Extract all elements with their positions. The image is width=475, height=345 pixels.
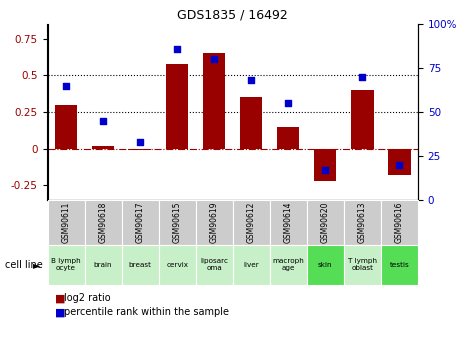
Point <box>247 78 255 83</box>
Bar <box>307 200 344 245</box>
Text: GSM90613: GSM90613 <box>358 202 367 243</box>
Point <box>396 162 403 168</box>
Bar <box>277 127 299 149</box>
Point <box>99 118 107 124</box>
Bar <box>196 245 233 285</box>
Point <box>210 57 218 62</box>
Text: breast: breast <box>129 262 152 268</box>
Text: GSM90616: GSM90616 <box>395 202 404 243</box>
Bar <box>389 149 410 175</box>
Bar <box>92 146 114 149</box>
Text: ■: ■ <box>55 294 65 303</box>
Bar <box>314 149 336 181</box>
Bar <box>166 64 188 149</box>
Title: GDS1835 / 16492: GDS1835 / 16492 <box>177 9 288 22</box>
Text: GSM90619: GSM90619 <box>210 202 218 243</box>
Text: GSM90618: GSM90618 <box>99 202 107 243</box>
Bar <box>48 200 85 245</box>
Text: log2 ratio: log2 ratio <box>64 294 111 303</box>
Text: ■: ■ <box>55 307 65 317</box>
Bar <box>233 245 270 285</box>
Text: B lymph
ocyte: B lymph ocyte <box>51 258 81 271</box>
Bar <box>159 200 196 245</box>
Point <box>136 139 144 145</box>
Text: GSM90620: GSM90620 <box>321 202 330 243</box>
Text: brain: brain <box>94 262 112 268</box>
Bar <box>122 245 159 285</box>
Bar <box>352 90 373 149</box>
Text: cervix: cervix <box>166 262 188 268</box>
Bar <box>85 200 122 245</box>
Bar <box>129 149 151 150</box>
Text: ►: ► <box>33 260 40 270</box>
Bar <box>240 97 262 149</box>
Bar <box>381 200 418 245</box>
Text: GSM90617: GSM90617 <box>136 202 144 243</box>
Point <box>322 167 329 173</box>
Bar <box>270 200 307 245</box>
Text: percentile rank within the sample: percentile rank within the sample <box>64 307 229 317</box>
Point <box>285 101 292 106</box>
Text: liposarc
oma: liposarc oma <box>200 258 228 271</box>
Bar <box>203 53 225 149</box>
Point <box>62 83 70 89</box>
Text: GSM90611: GSM90611 <box>62 202 70 243</box>
Point <box>173 46 181 51</box>
Bar <box>344 200 381 245</box>
Text: GSM90612: GSM90612 <box>247 202 256 243</box>
Text: testis: testis <box>390 262 409 268</box>
Text: GSM90614: GSM90614 <box>284 202 293 243</box>
Bar <box>122 200 159 245</box>
Bar <box>381 245 418 285</box>
Text: GSM90615: GSM90615 <box>173 202 181 243</box>
Bar <box>344 245 381 285</box>
Bar <box>48 245 85 285</box>
Bar <box>233 200 270 245</box>
Text: T lymph
oblast: T lymph oblast <box>348 258 377 271</box>
Bar <box>270 245 307 285</box>
Bar <box>85 245 122 285</box>
Text: skin: skin <box>318 262 332 268</box>
Point <box>359 74 366 80</box>
Text: macroph
age: macroph age <box>273 258 304 271</box>
Bar <box>55 105 77 149</box>
Text: cell line: cell line <box>5 260 42 270</box>
Bar <box>196 200 233 245</box>
Text: liver: liver <box>243 262 259 268</box>
Bar <box>159 245 196 285</box>
Bar <box>307 245 344 285</box>
